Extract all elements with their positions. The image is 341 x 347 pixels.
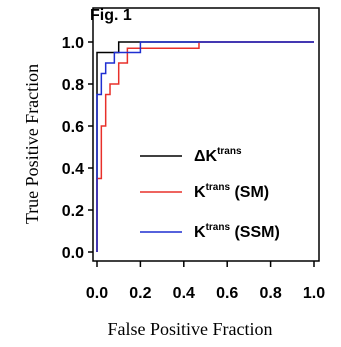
y-tick-label: 0.0: [62, 245, 84, 262]
x-tick-label: 1.0: [303, 285, 325, 302]
series-layer: [96, 41, 314, 252]
x-tick-label: 0.6: [216, 285, 238, 302]
x-tick-label: 0.0: [86, 285, 108, 302]
series-line-2: [96, 41, 314, 252]
y-tick-label: 0.8: [62, 77, 84, 94]
x-tick-label: 0.8: [259, 285, 281, 302]
x-tick-label: 0.4: [173, 285, 195, 302]
x-axis: 0.0 0.2 0.4 0.6 0.8 1.0: [86, 261, 325, 302]
series-line-0: [96, 41, 314, 252]
plot-frame: [92, 7, 320, 262]
y-tick-label: 0.2: [62, 203, 84, 220]
legend-label-delta-ktrans: ΔKtrans: [194, 146, 242, 165]
x-axis-title: False Positive Fraction: [108, 319, 273, 339]
legend-label-ktrans-sm: Ktrans (SM): [194, 182, 269, 201]
legend: ΔKtrans Ktrans (SM) Ktrans (SSM): [140, 146, 280, 241]
series-line-1: [96, 41, 314, 252]
legend-label-ktrans-ssm: Ktrans (SSM): [194, 222, 280, 241]
y-axis-title: True Positive Fraction: [22, 64, 42, 224]
y-axis: 0.0 0.2 0.4 0.6 0.8 1.0: [62, 35, 93, 262]
figure-label: Fig. 1: [90, 7, 132, 24]
y-tick-label: 0.6: [62, 119, 84, 136]
y-tick-label: 0.4: [62, 161, 84, 178]
y-tick-label: 1.0: [62, 35, 84, 52]
x-tick-label: 0.2: [129, 285, 151, 302]
